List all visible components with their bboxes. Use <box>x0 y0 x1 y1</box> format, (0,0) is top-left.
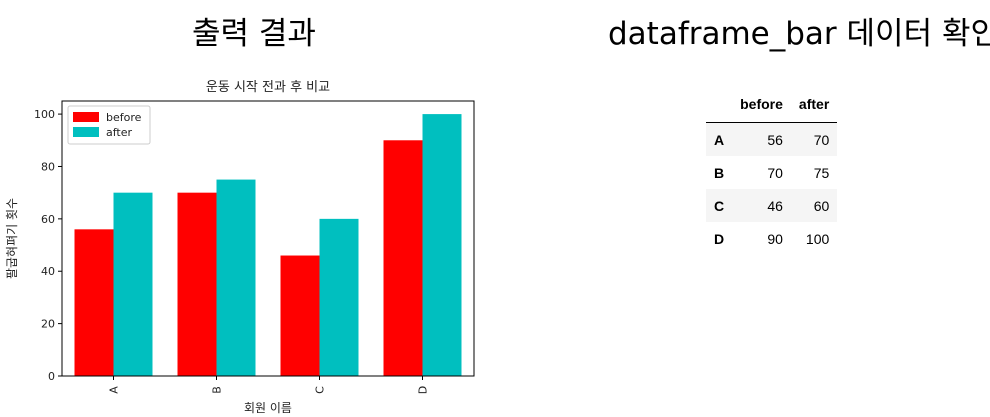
table-cell: 60 <box>813 197 830 214</box>
row-index: A <box>714 131 725 148</box>
dataframe-table: before after A 56 70 B 70 75 C 46 60 D 9… <box>706 96 838 255</box>
table-header-row: before after <box>706 96 838 123</box>
table-cell: 46 <box>767 197 783 214</box>
x-tick-label: D <box>417 386 430 394</box>
y-axis-label: 팔굽혀펴기 횟수 <box>5 198 19 279</box>
table-cell: 75 <box>813 164 830 181</box>
column-header: after <box>790 96 838 123</box>
table-cell: 56 <box>767 131 783 148</box>
bar-before-C <box>280 255 320 376</box>
output-result-heading: 출력 결과 <box>192 16 316 52</box>
table-row: B 70 75 <box>706 156 838 189</box>
row-index: D <box>714 230 725 247</box>
table-cell: 90 <box>767 230 783 247</box>
bar-after-D <box>422 114 462 376</box>
legend-swatch-after <box>73 127 99 137</box>
y-tick-label: 40 <box>41 265 55 278</box>
table-cell: 70 <box>767 164 783 181</box>
y-tick-label: 60 <box>41 213 55 226</box>
y-tick-label: 20 <box>41 318 55 331</box>
index-header <box>706 96 733 123</box>
table-row: A 56 70 <box>706 122 838 156</box>
y-tick-label: 80 <box>41 160 55 173</box>
table-row: C 46 60 <box>706 189 838 222</box>
bar-after-A <box>113 192 153 376</box>
plot-frame <box>61 100 475 377</box>
legend-swatch-before <box>73 112 99 122</box>
y-tick-label: 0 <box>48 370 55 383</box>
bar-before-A <box>74 229 114 376</box>
bar-chart: 운동 시작 전과 후 비교 A B C D 0 20 40 60 80 100 회원 이름 팔굽혀펴기 … <box>5 80 475 415</box>
x-tick-label: B <box>211 386 224 394</box>
legend-label-after: after <box>106 126 133 139</box>
legend-label-before: before <box>106 111 142 124</box>
row-index: C <box>714 197 725 214</box>
table-cell: 100 <box>805 230 830 247</box>
bar-after-C <box>319 218 359 376</box>
bar-before-B <box>177 192 217 376</box>
chart-title: 운동 시작 전과 후 비교 <box>206 80 330 95</box>
bar-before-D <box>383 140 423 376</box>
x-axis-label: 회원 이름 <box>244 401 292 415</box>
table-row: D 90 100 <box>706 222 838 255</box>
column-header: before <box>732 96 791 123</box>
dataframe-check-heading: dataframe_bar 데이터 확인 <box>608 16 990 52</box>
x-tick-label: A <box>108 386 121 394</box>
y-tick-label: 100 <box>34 108 55 121</box>
row-index: B <box>714 164 725 181</box>
x-tick-label: C <box>314 386 327 394</box>
bar-after-B <box>216 179 256 376</box>
table-cell: 70 <box>813 131 830 148</box>
